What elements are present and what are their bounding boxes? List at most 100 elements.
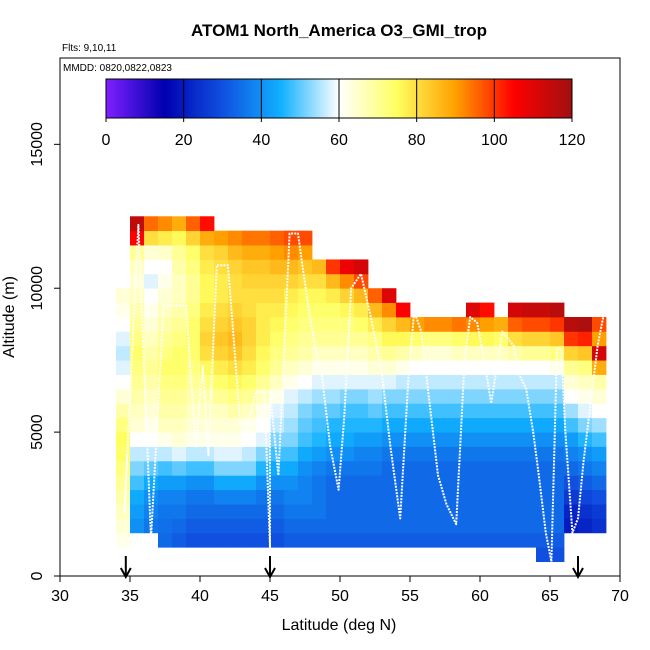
heatmap-cell — [424, 475, 439, 491]
heatmap-cell — [228, 302, 243, 318]
heatmap-cell — [494, 388, 509, 404]
heatmap-cell — [284, 360, 299, 375]
heatmap-cell — [536, 489, 551, 505]
heatmap-cell — [410, 374, 425, 390]
heatmap-cell — [326, 317, 341, 332]
heatmap-cell — [382, 360, 397, 375]
heatmap-cell — [410, 475, 425, 491]
heatmap-cell — [242, 374, 257, 390]
heatmap-cell — [158, 288, 173, 304]
heatmap-cell — [592, 345, 607, 361]
heatmap-cell — [410, 446, 425, 462]
heatmap-cell — [172, 360, 187, 375]
heatmap-cell — [144, 489, 159, 505]
heatmap-cell — [396, 460, 411, 476]
heatmap-cell — [270, 230, 285, 246]
heatmap-cell — [116, 489, 131, 505]
heatmap-cell — [312, 288, 327, 304]
heatmap-cell — [480, 331, 495, 347]
heatmap-cell — [578, 345, 593, 361]
heatmap-cell — [228, 317, 243, 332]
heatmap-cell — [214, 345, 229, 361]
flight-tracks — [123, 223, 605, 563]
heatmap-cell — [312, 331, 327, 347]
heatmap-cell — [172, 259, 187, 275]
heatmap-cell — [466, 460, 481, 476]
heatmap-cell — [396, 417, 411, 433]
heatmap-cell — [326, 360, 341, 375]
heatmap-cell — [116, 317, 131, 332]
heatmap-cell — [592, 504, 607, 519]
heatmap-cell — [564, 388, 579, 404]
y-axis: 0 5000 10000 15000 — [29, 122, 60, 580]
heatmap-cell — [452, 432, 467, 447]
heatmap-cell — [214, 446, 229, 462]
heatmap-cell — [466, 446, 481, 462]
heatmap-cell — [592, 518, 607, 534]
heatmap-cell — [368, 532, 383, 548]
heatmap-cell — [200, 460, 215, 476]
heatmap-cell — [298, 417, 313, 433]
heatmap-cell — [354, 504, 369, 519]
heatmap-cell — [270, 288, 285, 304]
heatmap-cell — [242, 230, 257, 246]
heatmap-cell — [550, 374, 565, 390]
heatmap-cell — [536, 446, 551, 462]
heatmap-cell — [480, 532, 495, 548]
heatmap-cell — [326, 331, 341, 347]
heatmap-cell — [564, 374, 579, 390]
heatmap-cell — [228, 331, 243, 347]
heatmap-cell — [382, 302, 397, 318]
heatmap-cell — [578, 317, 593, 332]
heatmap-cell — [522, 331, 537, 347]
heatmap-cell — [256, 331, 271, 347]
heatmap-cell — [438, 446, 453, 462]
heatmap-cell — [536, 518, 551, 534]
heatmap-cell — [214, 302, 229, 318]
heatmap-cell — [116, 417, 131, 433]
heatmap-cell — [494, 504, 509, 519]
heatmap-cell — [228, 532, 243, 548]
heatmap-cell — [298, 288, 313, 304]
heatmap-cell — [298, 259, 313, 275]
heatmap-cell — [466, 302, 481, 318]
heatmap-cell — [172, 532, 187, 548]
heatmap-cell — [200, 273, 215, 289]
heatmap-cell — [466, 432, 481, 447]
heatmap-cell — [284, 388, 299, 404]
heatmap-cell — [186, 360, 201, 375]
heatmap-cell — [424, 345, 439, 361]
heatmap-cell — [200, 489, 215, 505]
heatmap-cell — [298, 518, 313, 534]
heatmap-cell — [116, 532, 131, 548]
heatmap-cell — [578, 403, 593, 419]
heatmap-cell — [172, 230, 187, 246]
heatmap-cell — [480, 518, 495, 534]
heatmap-cell — [270, 360, 285, 375]
heatmap-cell — [326, 345, 341, 361]
heatmap-cell — [522, 532, 537, 548]
chart-title: ATOM1 North_America O3_GMI_trop — [191, 21, 487, 40]
heatmap-cell — [144, 504, 159, 519]
heatmap-cell — [256, 432, 271, 447]
heatmap-cell — [158, 460, 173, 476]
heatmap-cell — [396, 374, 411, 390]
heatmap-cell — [158, 446, 173, 462]
heatmap-cell — [214, 273, 229, 289]
heatmap-cell — [256, 446, 271, 462]
heatmap-cell — [522, 417, 537, 433]
heatmap-cell — [578, 489, 593, 505]
heatmap-cell — [242, 388, 257, 404]
heatmap-cell — [382, 317, 397, 332]
heatmap-cell — [242, 446, 257, 462]
heatmap-cell — [298, 345, 313, 361]
heatmap-cell — [340, 273, 355, 289]
heatmap-cell — [256, 403, 271, 419]
heatmap-cell — [592, 331, 607, 347]
heatmap-cell — [200, 475, 215, 491]
heatmap-cell — [536, 360, 551, 375]
heatmap-cell — [578, 460, 593, 476]
heatmap-cell — [270, 259, 285, 275]
heatmap-cell — [578, 504, 593, 519]
heatmap-cell — [550, 446, 565, 462]
